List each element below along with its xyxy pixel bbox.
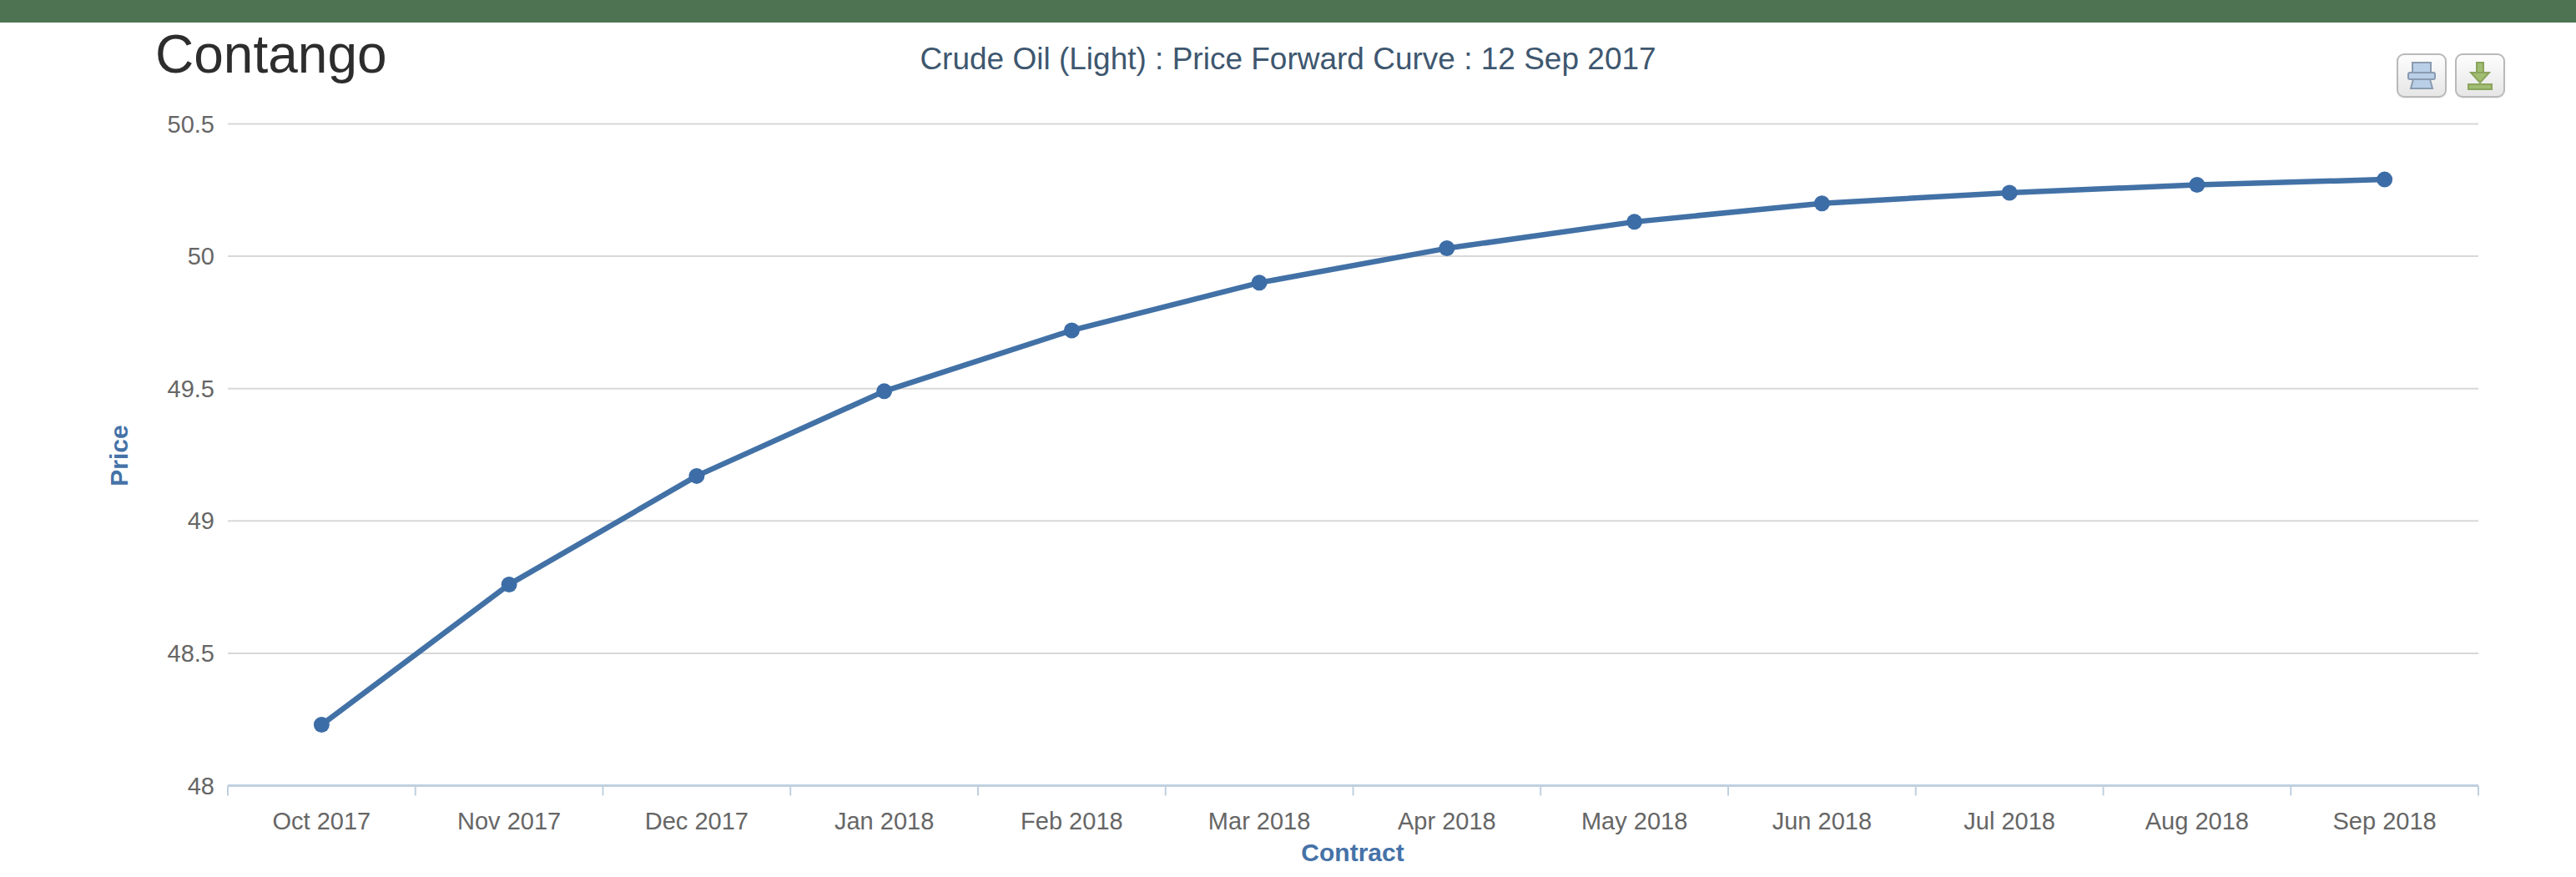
x-tick-label: Mar 2018 (1208, 808, 1311, 834)
y-tick-label: 49 (188, 507, 214, 534)
data-point-jul-2018[interactable] (2002, 184, 2018, 200)
page: Contango Crude Oil (Light) : Price Forwa… (0, 0, 2576, 877)
y-tick-label: 50.5 (168, 111, 214, 138)
data-point-oct-2017[interactable] (314, 717, 330, 733)
x-tick-label: Apr 2018 (1398, 808, 1496, 834)
y-tick-label: 48 (188, 773, 214, 799)
data-point-apr-2018[interactable] (1439, 240, 1454, 256)
data-point-dec-2017[interactable] (688, 468, 704, 484)
forward-curve-chart: 48 48.5 49 49.5 50 50.5 Oct 2017 Nov 2017 Dec 20… (0, 0, 2576, 877)
data-point-jun-2018[interactable] (1814, 195, 1830, 211)
data-point-may-2018[interactable] (1626, 214, 1642, 229)
data-point-aug-2018[interactable] (2189, 177, 2205, 193)
data-point-mar-2018[interactable] (1252, 275, 1268, 290)
y-tick-label: 50 (188, 243, 214, 270)
y-axis-title: Price (105, 425, 134, 486)
print-button[interactable] (2397, 53, 2447, 98)
printer-icon (2405, 61, 2438, 91)
x-tick-label: Jun 2018 (1772, 808, 1872, 834)
x-axis-title: Contract (1301, 839, 1404, 867)
data-point-sep-2018[interactable] (2377, 172, 2392, 188)
x-tick-label: Jan 2018 (834, 808, 934, 834)
data-point-feb-2018[interactable] (1064, 322, 1080, 338)
x-tick-label: Aug 2018 (2145, 808, 2249, 834)
data-point-nov-2017[interactable] (502, 577, 517, 592)
x-tick-label: Jul 2018 (1964, 808, 2055, 834)
x-tick-label: May 2018 (1581, 808, 1687, 834)
x-tick-label: Oct 2017 (273, 808, 371, 834)
download-icon (2463, 61, 2497, 91)
x-tick-label: Sep 2018 (2333, 808, 2437, 834)
download-button[interactable] (2455, 53, 2505, 98)
price-series-line (321, 179, 2384, 724)
x-tick-label: Feb 2018 (1021, 808, 1123, 834)
x-tick-label: Nov 2017 (457, 808, 561, 834)
data-point-jan-2018[interactable] (876, 383, 892, 399)
y-tick-label: 48.5 (168, 640, 214, 667)
y-tick-label: 49.5 (168, 375, 214, 402)
x-tick-label: Dec 2017 (645, 808, 749, 834)
